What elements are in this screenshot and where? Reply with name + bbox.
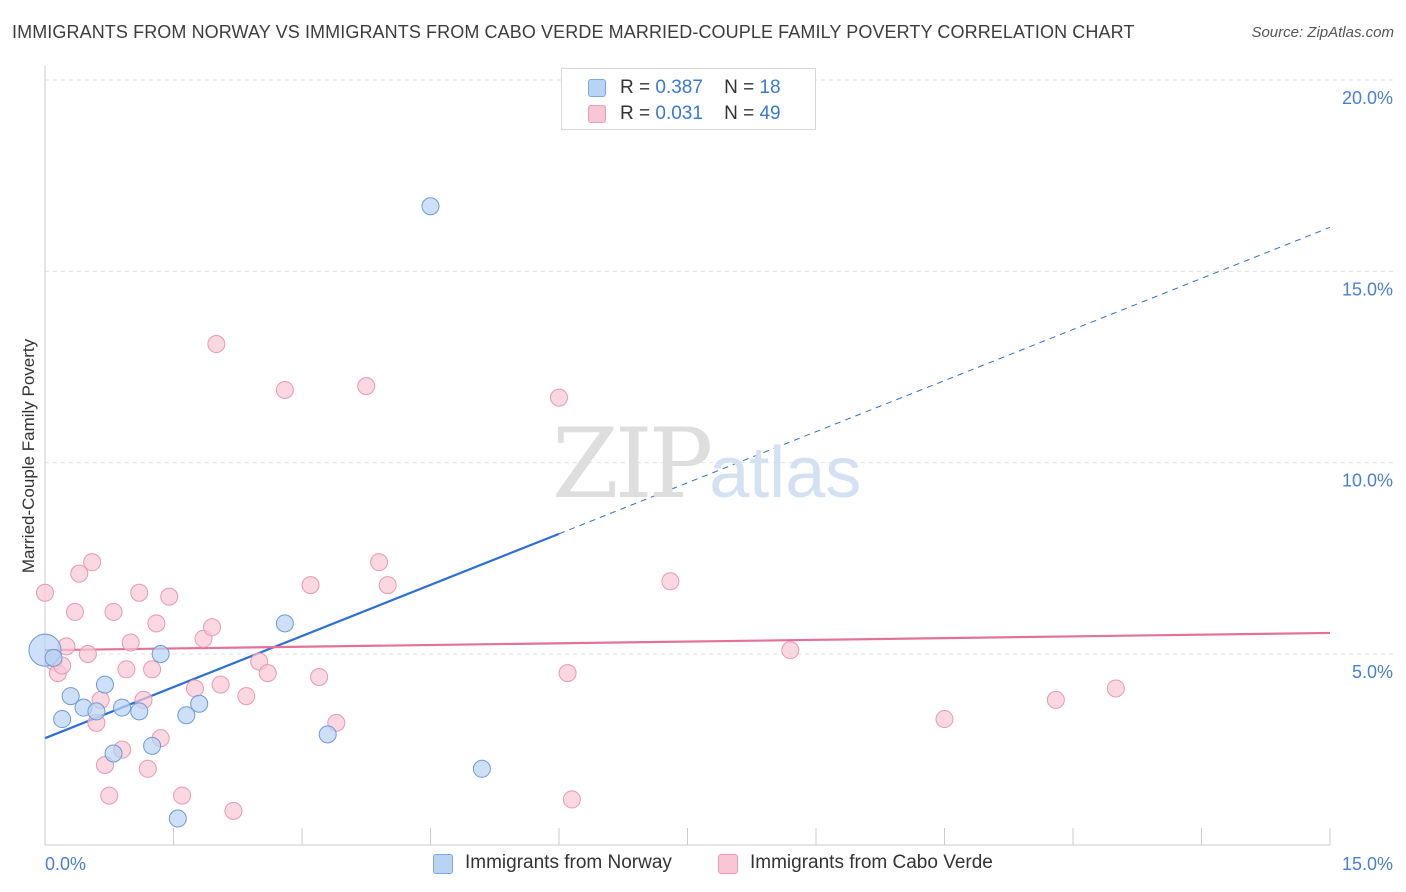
gridlines (45, 79, 1395, 655)
point-caboverde (357, 377, 376, 396)
point-norway (113, 698, 132, 717)
point-caboverde (237, 687, 256, 706)
point-norway (104, 744, 123, 763)
data-points (28, 197, 1125, 828)
bottom-legend-label-caboverde: Immigrants from Cabo Verde (750, 852, 993, 873)
point-norway (44, 648, 63, 667)
point-norway (61, 687, 80, 706)
legend-n-caboverde: 49 (759, 103, 781, 124)
point-caboverde (550, 388, 568, 407)
point-norway (275, 614, 294, 633)
legend-r-caboverde: 0.031 (655, 103, 703, 124)
point-caboverde (207, 335, 226, 354)
point-norway (318, 725, 337, 744)
point-caboverde (1106, 679, 1125, 698)
point-caboverde (83, 553, 102, 572)
trend-line-caboverde (44, 631, 1331, 652)
point-caboverde (1046, 690, 1065, 709)
point-caboverde (147, 614, 166, 633)
point-caboverde (378, 576, 397, 595)
point-norway (472, 759, 491, 778)
y-tick-label: 10.0% (1342, 471, 1393, 491)
watermark-atlas: atlas (709, 433, 862, 513)
point-norway (151, 645, 170, 663)
legend-r-label: R = (620, 103, 651, 124)
watermark-zip: ZIP (552, 408, 713, 520)
point-caboverde (185, 679, 204, 698)
chart-title: IMMIGRANTS FROM NORWAY VS IMMIGRANTS FRO… (12, 22, 1135, 42)
point-caboverde (562, 790, 581, 809)
legend-swatch-caboverde (588, 105, 606, 123)
legend-n-norway: 18 (759, 77, 781, 98)
point-caboverde (224, 801, 243, 820)
point-caboverde (661, 572, 680, 591)
bottom-legend-swatch-norway (433, 854, 453, 874)
point-caboverde (130, 583, 149, 602)
point-caboverde (203, 618, 222, 637)
point-norway (95, 675, 114, 694)
y-tick-label: 5.0% (1352, 662, 1393, 682)
legend-n-label: N = (724, 77, 755, 98)
point-caboverde (104, 602, 123, 621)
point-norway (130, 702, 149, 721)
legend-r-label: R = (620, 77, 651, 98)
point-caboverde (258, 664, 277, 683)
correlation-legend: R = 0.387 N = 18 R = 0.031 N = 49 (561, 68, 816, 130)
x-tick-labels: 0.0% 15.0% (45, 854, 1393, 874)
legend-swatch-norway (588, 79, 606, 97)
point-caboverde (781, 641, 800, 660)
point-caboverde (173, 786, 192, 805)
y-axis-label: Married-Couple Family Poverty (19, 338, 38, 573)
point-caboverde (121, 633, 140, 652)
point-caboverde (70, 564, 89, 583)
point-norway (421, 197, 440, 216)
point-caboverde (211, 675, 230, 694)
point-caboverde (275, 380, 294, 399)
trend-line-norway (44, 532, 560, 740)
x-tick-label: 15.0% (1342, 854, 1393, 874)
point-caboverde (78, 645, 97, 663)
point-norway (53, 710, 72, 729)
point-caboverde (160, 587, 179, 606)
legend-r-norway: 0.387 (655, 77, 703, 98)
point-caboverde (558, 664, 577, 683)
point-caboverde (935, 710, 954, 729)
point-norway (190, 694, 209, 713)
axes (44, 66, 1331, 846)
point-caboverde (310, 667, 329, 686)
point-caboverde (65, 602, 84, 621)
source-label: Source: ZipAtlas.com (1251, 24, 1394, 41)
legend-n-label: N = (724, 103, 755, 124)
watermark: ZIPatlas (552, 408, 861, 520)
point-caboverde (36, 583, 54, 602)
point-caboverde (100, 786, 119, 805)
trend-lines (44, 226, 1331, 740)
point-caboverde (370, 553, 389, 572)
point-norway (177, 706, 196, 725)
point-norway (87, 702, 106, 721)
y-tick-labels: 5.0% 10.0% 15.0% 20.0% (1342, 88, 1393, 682)
point-caboverde (138, 759, 157, 778)
point-caboverde (301, 576, 320, 595)
y-tick-label: 15.0% (1342, 279, 1393, 299)
point-caboverde (117, 660, 136, 679)
point-norway (168, 809, 187, 828)
point-caboverde (143, 660, 162, 679)
bottom-legend-label-norway: Immigrants from Norway (465, 852, 672, 873)
x-tick-label: 0.0% (45, 854, 86, 874)
y-tick-label: 20.0% (1342, 88, 1393, 108)
point-norway (143, 736, 162, 755)
bottom-legend-swatch-caboverde (718, 854, 738, 874)
